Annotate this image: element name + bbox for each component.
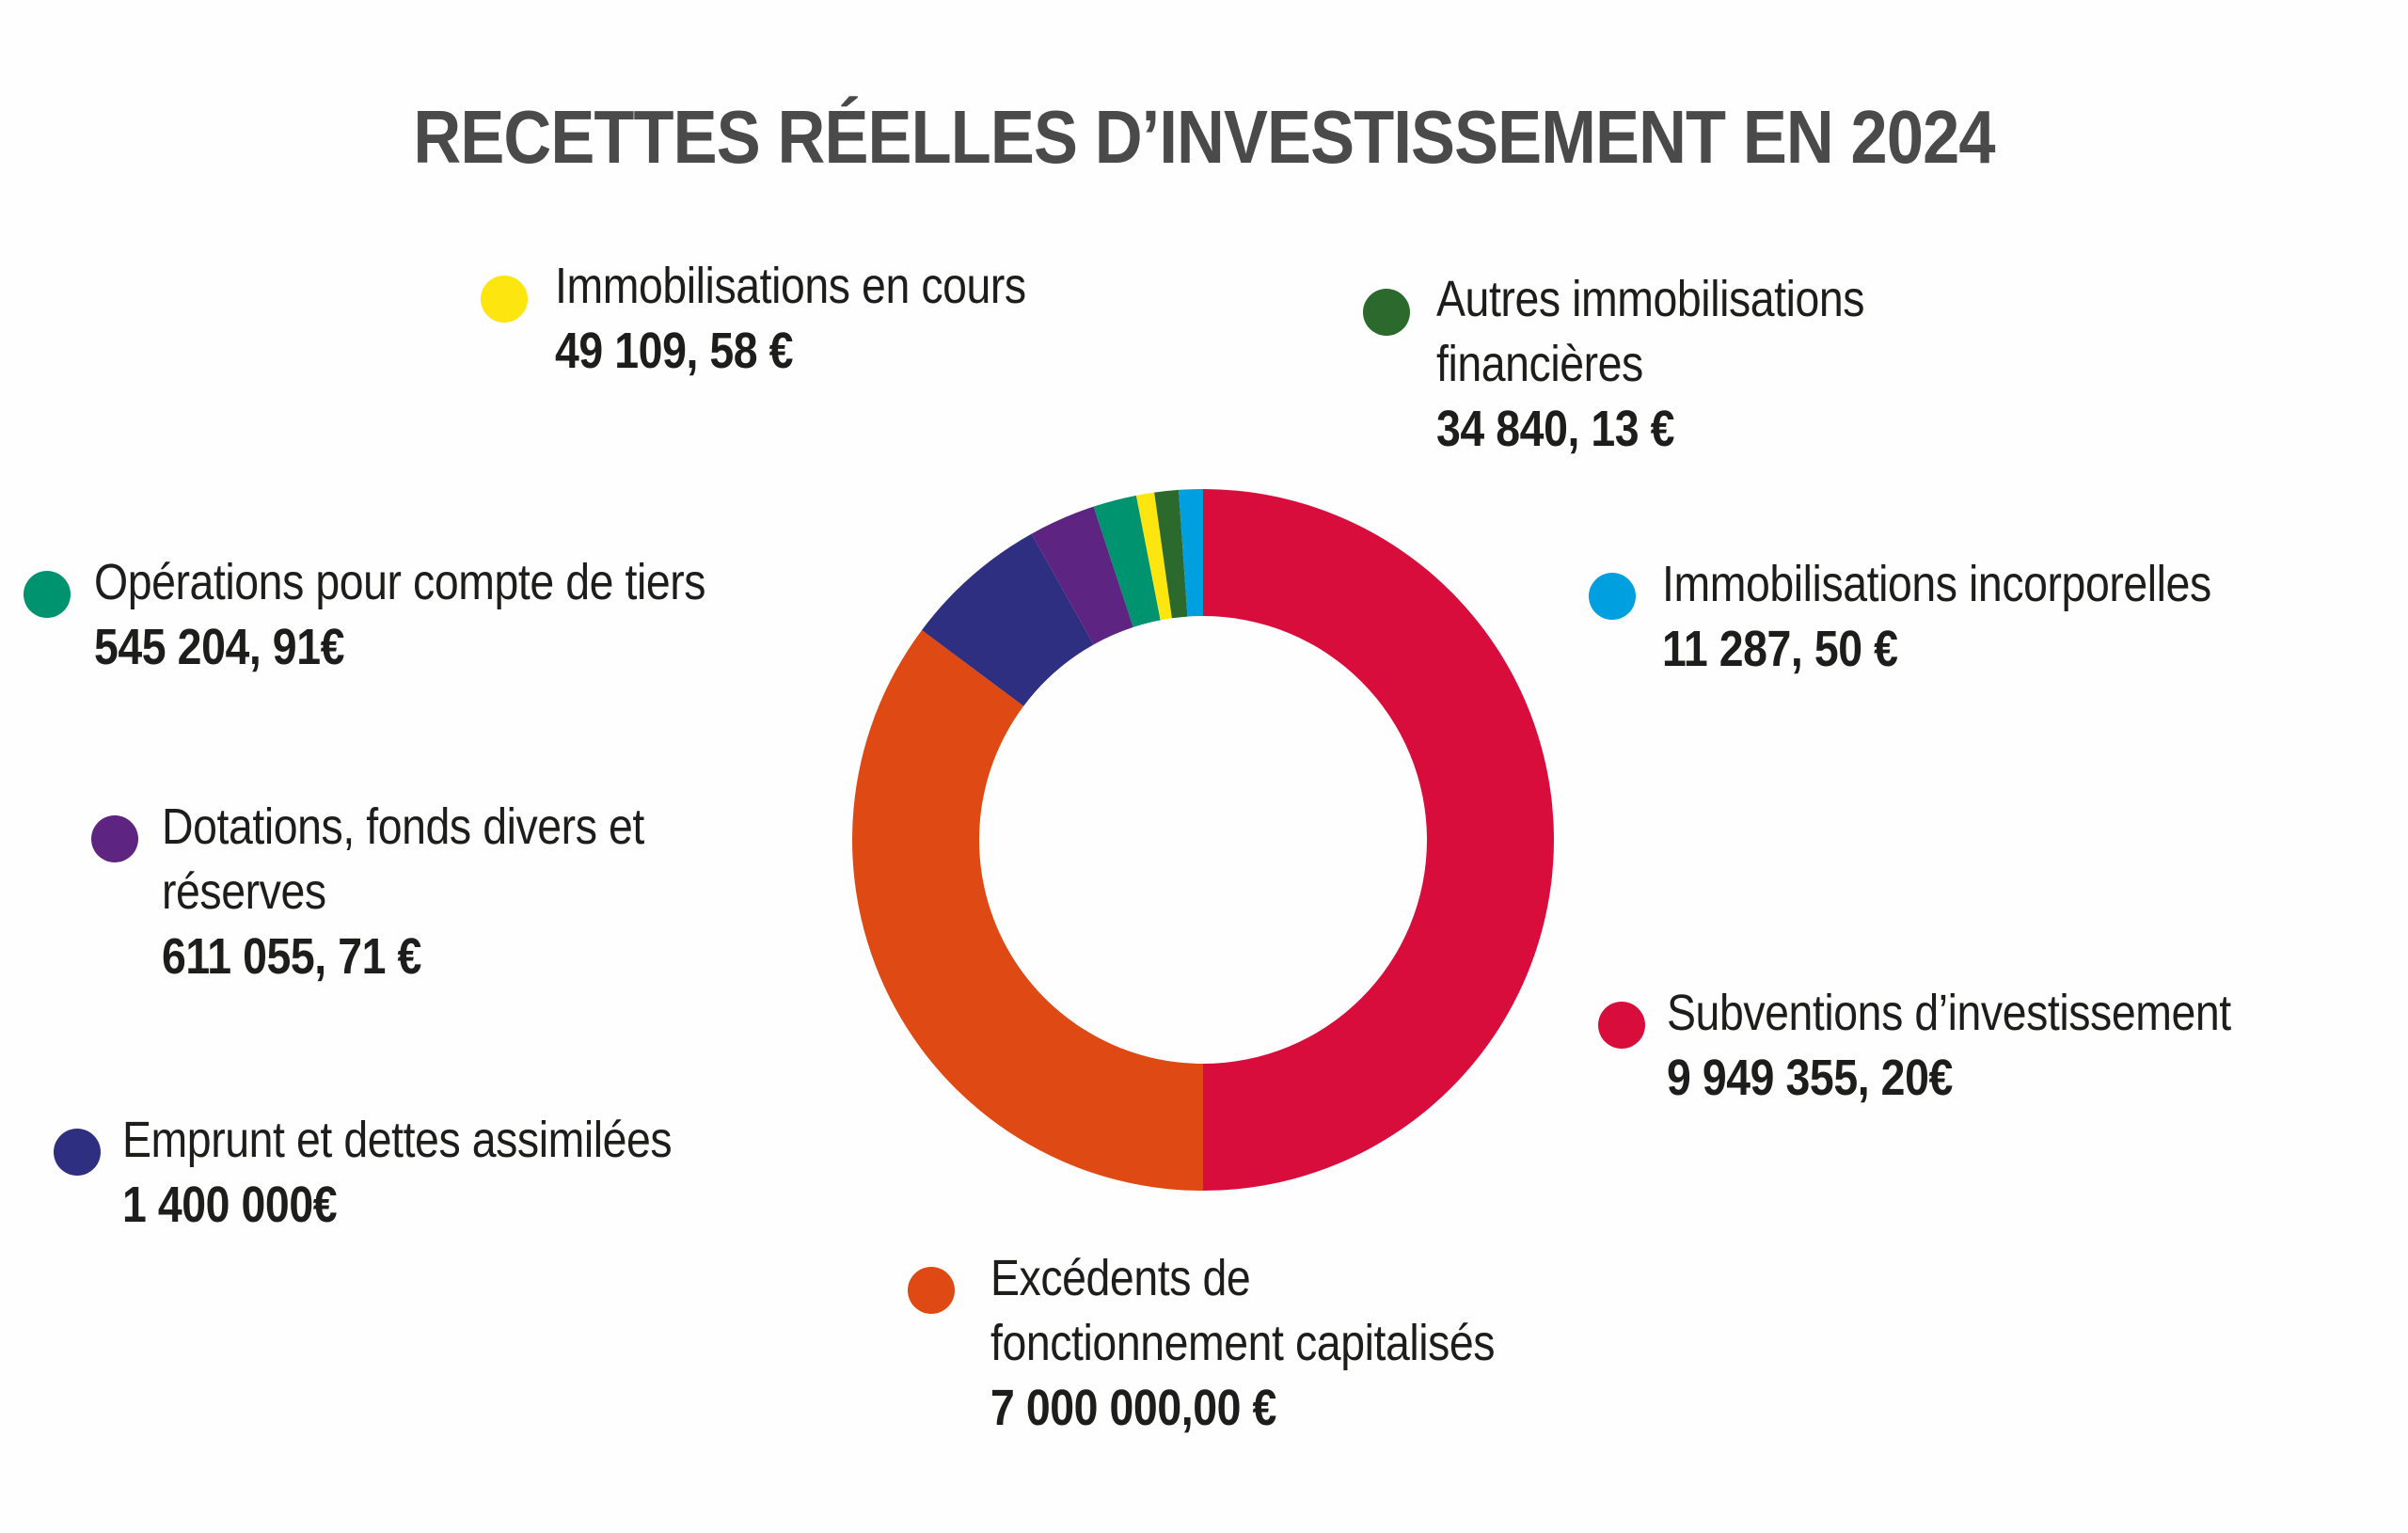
legend-label: Dotations, fonds divers et bbox=[162, 798, 644, 855]
legend-label: Excédents de bbox=[990, 1250, 1251, 1306]
chart-title: RECETTES RÉELLES D’INVESTISSEMENT EN 202… bbox=[413, 95, 1995, 179]
donut-slice-immo-incorporelles bbox=[1179, 489, 1203, 617]
legend-value: 34 840, 13 € bbox=[1436, 401, 1675, 457]
legend-label: financières bbox=[1436, 336, 1643, 392]
legend-dot-icon bbox=[1598, 1002, 1645, 1049]
legend-value: 7 000 000,00 € bbox=[990, 1380, 1276, 1436]
legend-dot-icon bbox=[91, 815, 138, 862]
donut-slice-emprunt bbox=[922, 533, 1094, 706]
legend-label: Immobilisations incorporelles bbox=[1662, 556, 2211, 612]
donut-slice-autres-immo-fin bbox=[1154, 489, 1188, 619]
legend-label: fonctionnement capitalisés bbox=[990, 1315, 1496, 1371]
legend-dot-icon bbox=[481, 276, 528, 323]
donut-slice-subventions bbox=[1203, 489, 1554, 1191]
donut-slice-dotations bbox=[1031, 506, 1133, 645]
legend-label: Subventions d’investissement bbox=[1667, 985, 2231, 1041]
legend-value: 1 400 000€ bbox=[122, 1177, 338, 1233]
legend-dot-icon bbox=[908, 1267, 955, 1314]
legend-label: Opérations pour compte de tiers bbox=[94, 554, 706, 610]
legend-label: réserves bbox=[162, 863, 326, 920]
legend-value: 11 287, 50 € bbox=[1662, 621, 1898, 677]
legend-label: Immobilisations en cours bbox=[555, 258, 1026, 314]
donut-slice-operations bbox=[1093, 495, 1161, 627]
legend-dot-icon bbox=[1363, 289, 1410, 336]
legend-dot-icon bbox=[1589, 573, 1636, 620]
legend-value: 9 949 355, 20€ bbox=[1667, 1050, 1953, 1106]
legend-label: Autres immobilisations bbox=[1436, 271, 1865, 327]
legend-dot-icon bbox=[54, 1129, 101, 1176]
legend-dot-icon bbox=[24, 571, 71, 618]
legend-value: 611 055, 71 € bbox=[162, 928, 421, 985]
legend-label: Emprunt et dettes assimilées bbox=[122, 1112, 673, 1168]
donut-slice-immo-en-cours bbox=[1135, 492, 1172, 621]
legend-value: 49 109, 58 € bbox=[555, 323, 794, 379]
donut-slice-excedents bbox=[852, 629, 1203, 1191]
legend-value: 545 204, 91€ bbox=[94, 619, 345, 675]
